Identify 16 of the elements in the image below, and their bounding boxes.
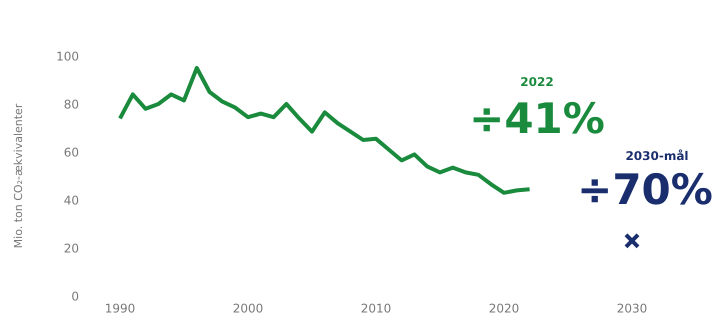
x-tick-label: 2010	[360, 302, 392, 316]
annotation: ÷41%	[469, 94, 605, 143]
x-tick-label: 2000	[232, 302, 264, 316]
x-tick-label: 1990	[104, 302, 136, 316]
y-tick-label: 40	[64, 193, 79, 208]
y-tick-label: 60	[64, 145, 79, 160]
y-tick-label: 80	[64, 97, 79, 112]
x-tick-label: 2030	[616, 302, 648, 316]
x-tick-label: 2020	[488, 302, 520, 316]
y-tick-label: 20	[64, 241, 79, 256]
y-tick-label: 0	[71, 289, 79, 304]
y-axis-title: Mio. ton CO₂-ækvivalenter	[12, 103, 25, 248]
annotation: 2022	[520, 75, 554, 89]
annotation: 2030-mål	[625, 149, 689, 163]
annotation: ÷70%	[577, 165, 713, 214]
y-tick-label: 100	[56, 49, 79, 64]
